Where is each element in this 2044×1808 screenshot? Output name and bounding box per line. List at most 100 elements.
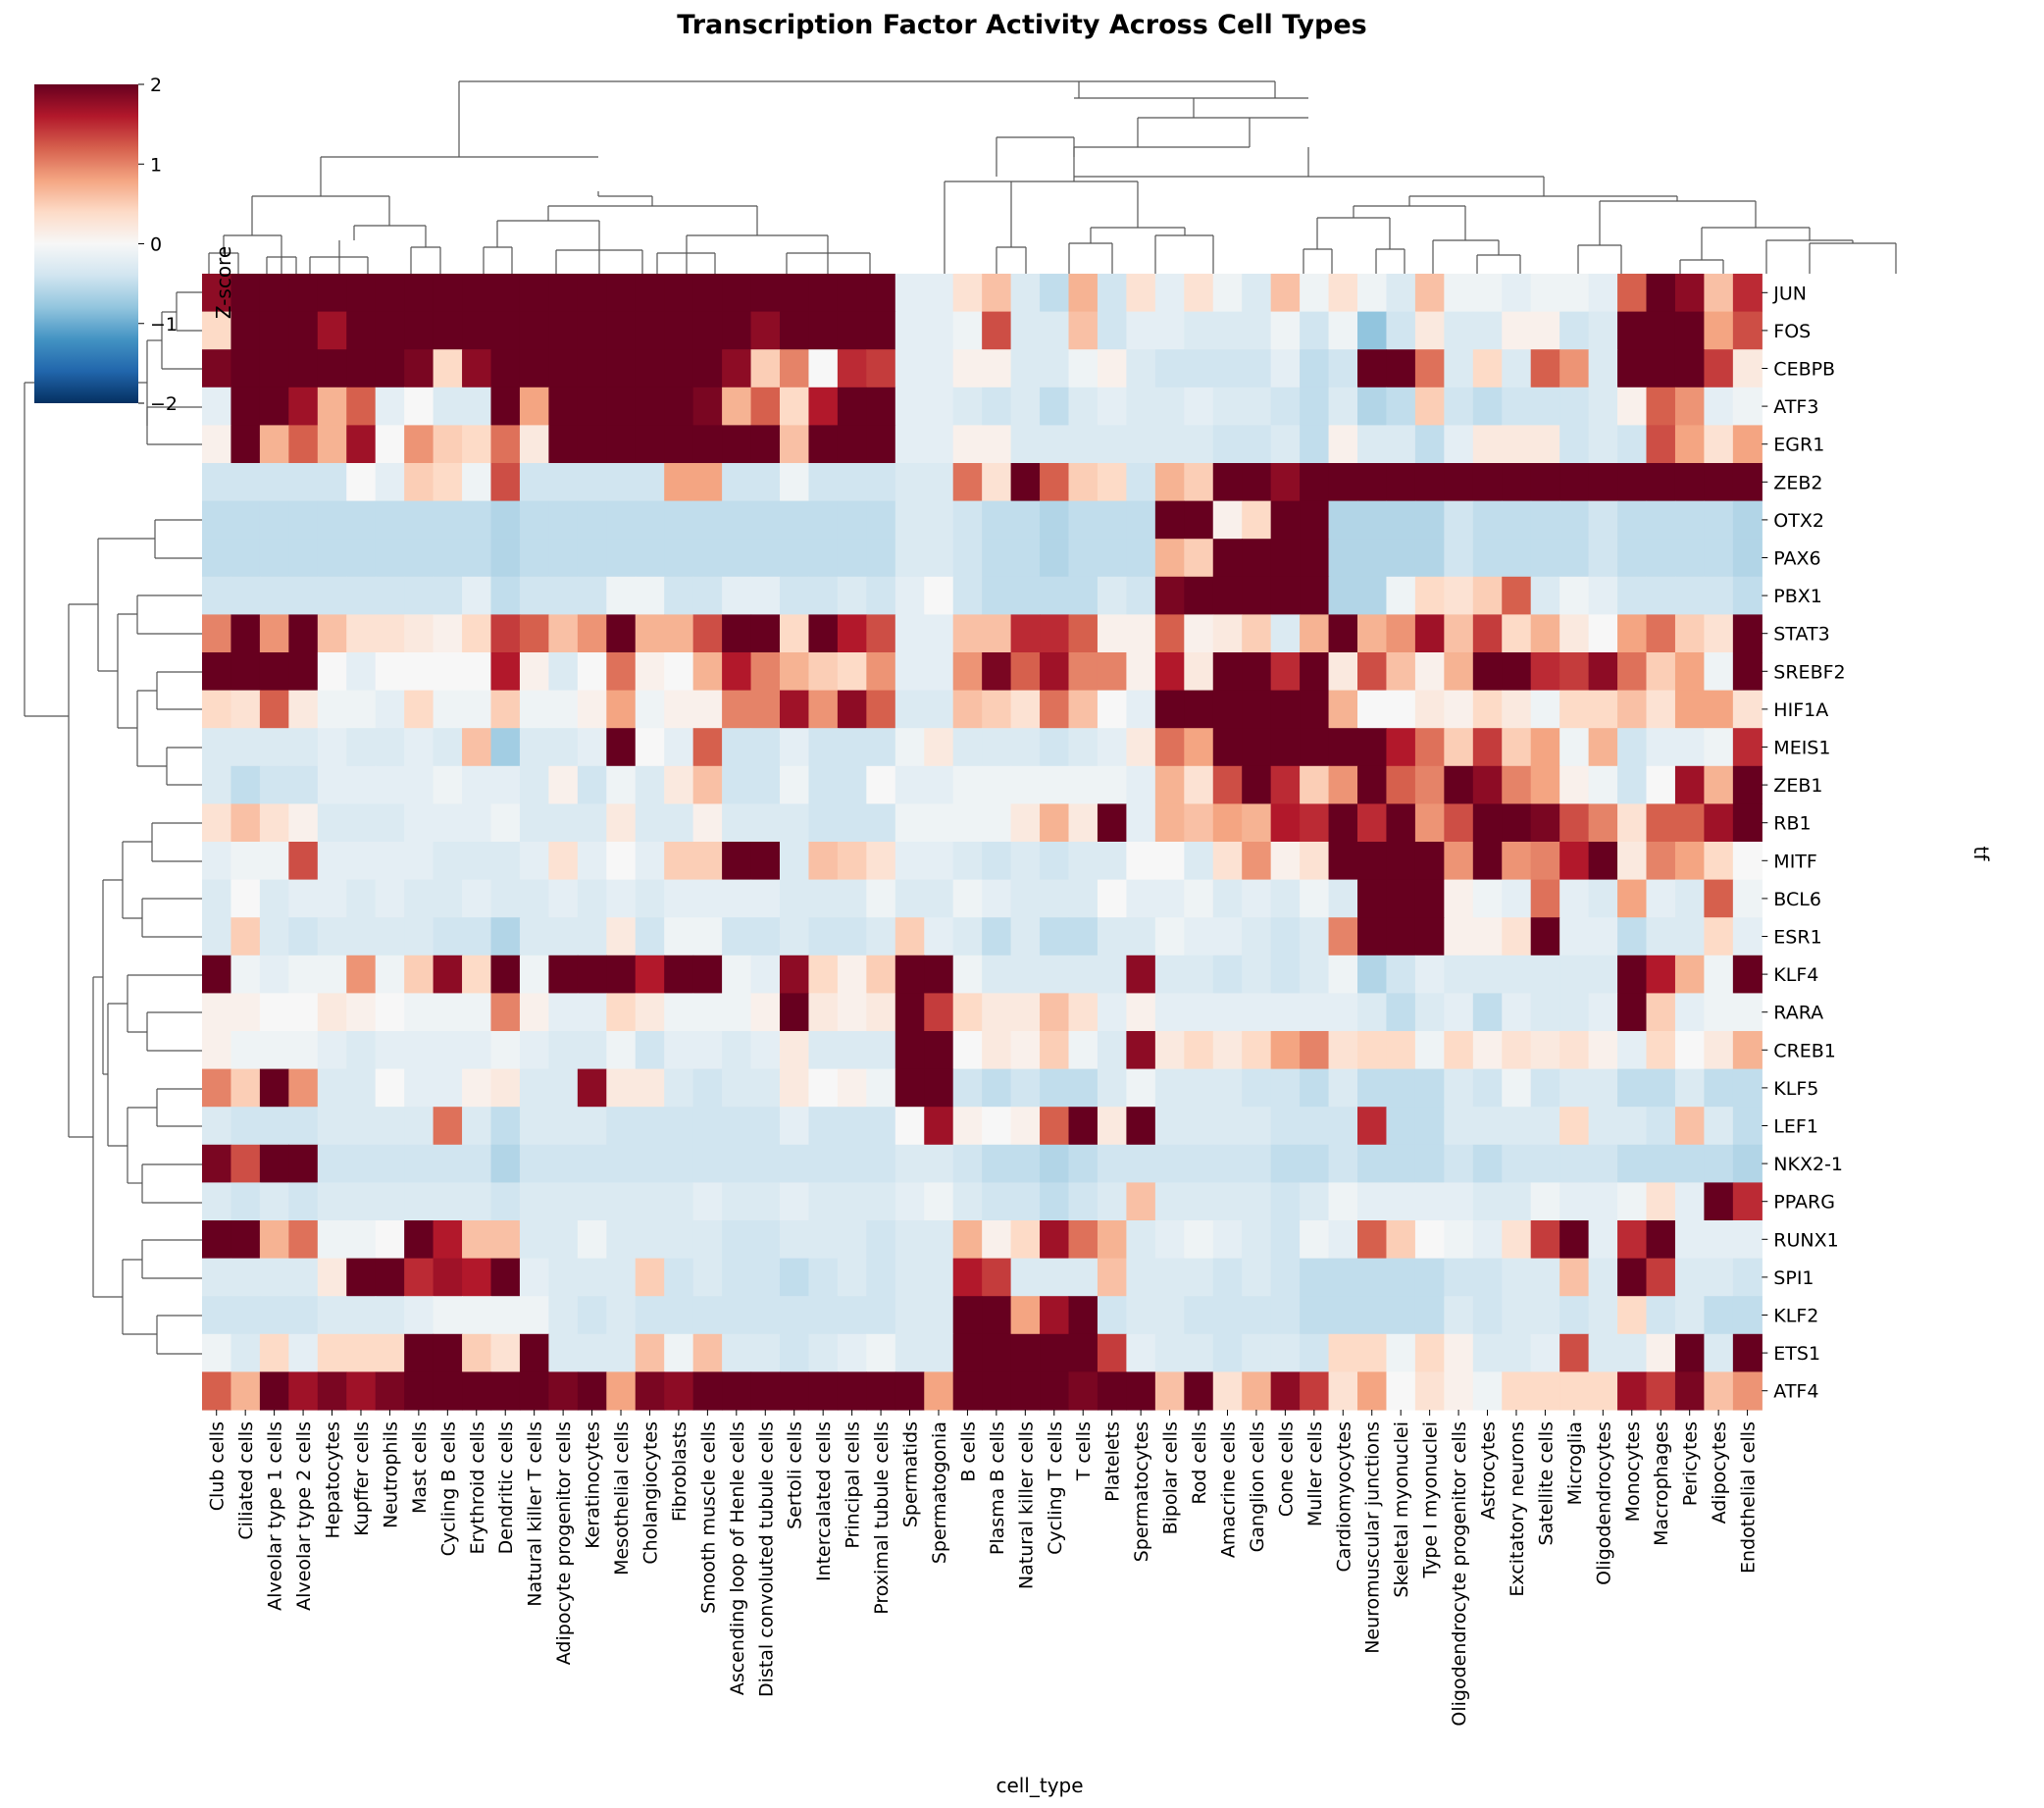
heatmap-cell bbox=[202, 1333, 232, 1372]
heatmap-cell bbox=[1386, 879, 1416, 918]
heatmap-cell bbox=[808, 349, 839, 388]
heatmap-cell bbox=[606, 842, 637, 881]
heatmap-cell bbox=[1328, 879, 1358, 918]
heatmap-cell bbox=[1617, 765, 1648, 804]
heatmap-cell bbox=[1068, 1144, 1099, 1183]
x-tick-label: Ascending loop of Henle cells bbox=[727, 1421, 748, 1695]
heatmap-cell bbox=[1732, 1220, 1763, 1260]
heatmap-cell bbox=[1502, 425, 1532, 464]
heatmap-cell bbox=[635, 803, 665, 843]
y-axis-label: tf bbox=[1969, 846, 1993, 861]
heatmap-cell bbox=[1617, 425, 1648, 464]
heatmap-cell bbox=[230, 1031, 261, 1070]
heatmap-cell bbox=[1068, 690, 1099, 729]
heatmap-cell bbox=[1732, 614, 1763, 653]
heatmap-cell bbox=[404, 690, 434, 729]
heatmap-cell bbox=[1068, 1068, 1099, 1108]
x-tick-label: Pericytes bbox=[1680, 1421, 1702, 1506]
heatmap-cell bbox=[808, 1144, 839, 1183]
heatmap-cell bbox=[346, 690, 377, 729]
heatmap-cell bbox=[1212, 614, 1243, 653]
heatmap-cell bbox=[202, 463, 232, 502]
heatmap-cell bbox=[1617, 1107, 1648, 1146]
heatmap-cell bbox=[606, 539, 637, 578]
heatmap-cell bbox=[924, 614, 954, 653]
heatmap-cell bbox=[1559, 614, 1590, 653]
heatmap-cell bbox=[866, 879, 896, 918]
heatmap-cell bbox=[404, 728, 434, 767]
heatmap-cell bbox=[1617, 1068, 1648, 1108]
heatmap-cell bbox=[924, 463, 954, 502]
heatmap-cell bbox=[404, 652, 434, 692]
heatmap-cell bbox=[982, 387, 1012, 426]
heatmap-cell bbox=[548, 311, 579, 350]
heatmap-cell bbox=[780, 614, 810, 653]
heatmap-cell bbox=[1010, 803, 1041, 843]
heatmap-cell bbox=[490, 1220, 521, 1260]
heatmap-cell bbox=[462, 274, 492, 313]
heatmap-cell bbox=[288, 1333, 319, 1372]
heatmap-cell bbox=[1704, 652, 1734, 692]
heatmap-cell bbox=[375, 690, 405, 729]
x-tick-label: Natural killer cells bbox=[1015, 1421, 1037, 1589]
heatmap-cell bbox=[1386, 1031, 1416, 1070]
heatmap-cell bbox=[202, 842, 232, 881]
heatmap-cell bbox=[1126, 1031, 1156, 1070]
heatmap-cell bbox=[519, 842, 549, 881]
heatmap-cell bbox=[1646, 728, 1676, 767]
heatmap-cell bbox=[952, 1333, 983, 1372]
heatmap-cell bbox=[924, 879, 954, 918]
heatmap-cell bbox=[1328, 955, 1358, 994]
heatmap-cell bbox=[1674, 614, 1705, 653]
heatmap-cell bbox=[1414, 1144, 1445, 1183]
heatmap-cell bbox=[1328, 1068, 1358, 1108]
heatmap-cell bbox=[202, 1220, 232, 1260]
heatmap-cell bbox=[548, 1220, 579, 1260]
heatmap-cell bbox=[1704, 311, 1734, 350]
heatmap-cell bbox=[1242, 1107, 1272, 1146]
heatmap-cell bbox=[577, 1068, 607, 1108]
heatmap-cell bbox=[1617, 387, 1648, 426]
heatmap-cell bbox=[548, 1182, 579, 1221]
x-tick-label: Rod cells bbox=[1189, 1421, 1210, 1505]
heatmap-cell bbox=[1242, 1144, 1272, 1183]
heatmap-cell bbox=[635, 463, 665, 502]
heatmap-cell bbox=[259, 1333, 289, 1372]
heatmap-cell bbox=[577, 993, 607, 1032]
y-tick-label: ZEB1 bbox=[1773, 775, 1822, 797]
heatmap-cell bbox=[1242, 765, 1272, 804]
heatmap-cell bbox=[1040, 1107, 1070, 1146]
heatmap-cell bbox=[837, 311, 867, 350]
heatmap-cell bbox=[606, 500, 637, 540]
heatmap-cell bbox=[202, 387, 232, 426]
heatmap-cell bbox=[1444, 311, 1474, 350]
heatmap-cell bbox=[866, 955, 896, 994]
heatmap-cell bbox=[1068, 1258, 1099, 1297]
heatmap-cell bbox=[202, 539, 232, 578]
heatmap-cell bbox=[1386, 728, 1416, 767]
heatmap-cell bbox=[1386, 425, 1416, 464]
heatmap-cell bbox=[1588, 311, 1618, 350]
heatmap-cell bbox=[548, 879, 579, 918]
heatmap-cell bbox=[664, 1182, 694, 1221]
heatmap-cell bbox=[1704, 349, 1734, 388]
heatmap-cell bbox=[519, 500, 549, 540]
heatmap-cell bbox=[866, 842, 896, 881]
heatmap-cell bbox=[404, 311, 434, 350]
heatmap-cell bbox=[1068, 1107, 1099, 1146]
heatmap-cell bbox=[1646, 614, 1676, 653]
heatmap-cell bbox=[1097, 842, 1127, 881]
heatmap-cell bbox=[1126, 917, 1156, 956]
heatmap-cell bbox=[1300, 425, 1330, 464]
heatmap-cell bbox=[317, 349, 347, 388]
heatmap-cell bbox=[1068, 993, 1099, 1032]
heatmap-cell bbox=[1704, 1107, 1734, 1146]
y-tick-label: CEBPB bbox=[1773, 359, 1835, 381]
heatmap-cell bbox=[924, 842, 954, 881]
heatmap-cell bbox=[780, 311, 810, 350]
heatmap-cell bbox=[952, 1220, 983, 1260]
heatmap-cell bbox=[404, 463, 434, 502]
heatmap-cell bbox=[259, 274, 289, 313]
heatmap-cell bbox=[1010, 1031, 1041, 1070]
heatmap-cell bbox=[1559, 1068, 1590, 1108]
